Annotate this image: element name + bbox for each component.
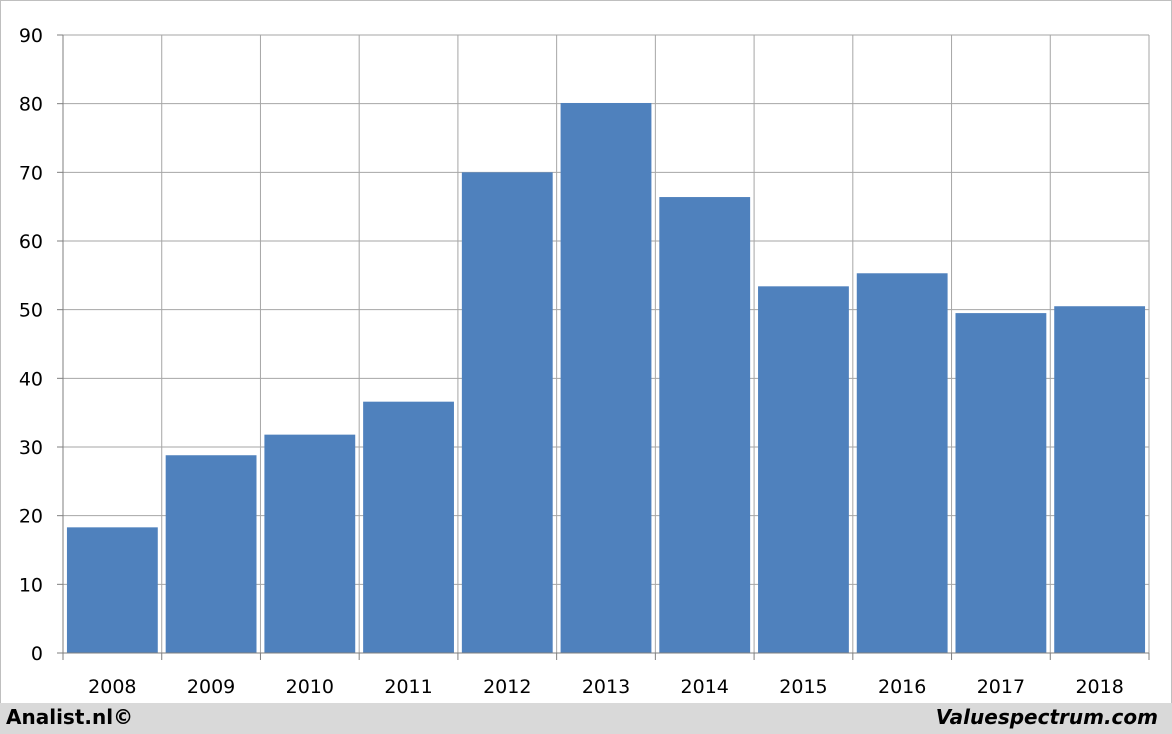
- y-tick-label-70: 70: [19, 162, 43, 184]
- bar-2013: [560, 102, 652, 654]
- bar-2008: [66, 527, 158, 653]
- y-tick-label-60: 60: [19, 231, 43, 253]
- bar-2010: [264, 434, 356, 653]
- x-tick-label-2018: 2018: [1075, 676, 1123, 698]
- x-tick-label-2012: 2012: [483, 676, 531, 698]
- y-tick-label-50: 50: [19, 300, 43, 322]
- x-tick-label-2013: 2013: [582, 676, 630, 698]
- axes: [57, 34, 1150, 660]
- bar-2015: [758, 286, 849, 653]
- bar-2012: [461, 172, 553, 654]
- x-tick-label-2011: 2011: [384, 676, 432, 698]
- y-tick-label-40: 40: [19, 368, 43, 390]
- bar-2016: [856, 273, 948, 653]
- x-axis-ticks: 2008 2009 2010 2011 2012 2013 2014 2015 2016 2017…: [88, 676, 1124, 698]
- x-tick-label-2017: 2017: [977, 676, 1025, 698]
- x-tick-label-2010: 2010: [286, 676, 334, 698]
- y-tick-label-0: 0: [31, 643, 43, 665]
- y-tick-label-80: 80: [19, 94, 43, 116]
- y-axis-ticks: 0 10 20 30 40 50 60 70 80 90: [19, 25, 43, 665]
- bars: [66, 102, 1146, 654]
- footer-source-label: Analist.nl©: [6, 705, 134, 729]
- x-tick-label-2009: 2009: [187, 676, 235, 698]
- x-tick-label-2016: 2016: [878, 676, 926, 698]
- y-tick-label-20: 20: [19, 506, 43, 528]
- y-tick-label-30: 30: [19, 437, 43, 459]
- bar-2017: [955, 313, 1047, 653]
- x-tick-label-2014: 2014: [681, 676, 729, 698]
- footer-site-label: Valuespectrum.com: [935, 705, 1158, 729]
- bar-chart: 0 10 20 30 40 50 60 70 80 90 2008 2009 2010 2011 2012…: [19, 25, 1150, 698]
- y-tick-label-10: 10: [19, 574, 43, 596]
- y-tick-label-90: 90: [19, 25, 43, 47]
- footer-bar: Analist.nl© Valuespectrum.com: [0, 703, 1172, 734]
- bar-2009: [165, 455, 257, 653]
- x-tick-label-2015: 2015: [779, 676, 827, 698]
- bar-2014: [659, 197, 751, 653]
- bar-2018: [1054, 306, 1146, 653]
- bar-2011: [363, 401, 454, 653]
- x-tick-label-2008: 2008: [88, 676, 136, 698]
